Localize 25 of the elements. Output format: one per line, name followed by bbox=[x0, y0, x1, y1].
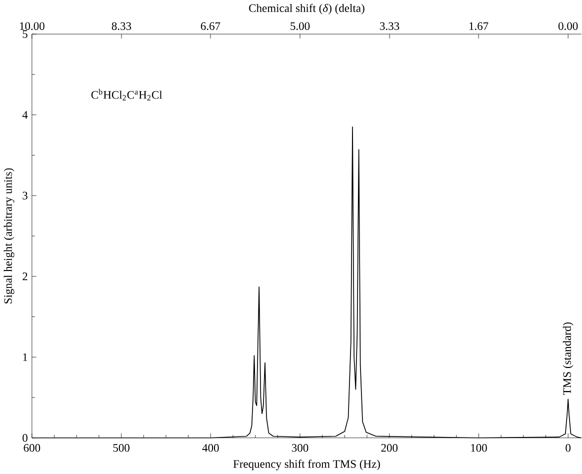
x2-tick-label: 6.67 bbox=[200, 22, 220, 30]
y-tick-label: 1 bbox=[23, 353, 28, 361]
x2-tick-label: 8.33 bbox=[112, 22, 132, 30]
y-tick-label: 3 bbox=[22, 192, 28, 200]
x2-tick-label: 3.33 bbox=[380, 22, 400, 30]
y-axis-title: Signal height (arbitrary units) bbox=[4, 168, 14, 304]
y-tick-label: 4 bbox=[22, 111, 28, 119]
x2-tick-label: 10.00 bbox=[20, 22, 44, 30]
x2-tick-label: 1.67 bbox=[470, 22, 488, 30]
y-tick-label: 2 bbox=[22, 272, 28, 280]
x-tick-label: 300 bbox=[292, 444, 308, 452]
x-tick-label: 500 bbox=[113, 444, 130, 452]
x2-axis-title: Chemical shift (δ) (delta) bbox=[249, 4, 364, 14]
y-tick-label: 5 bbox=[22, 30, 28, 38]
x2-tick-label: 5.00 bbox=[290, 22, 310, 30]
text: C$^{b}$HCl$_{2}$C$^{a}$H$_{2}$Cl bbox=[91, 88, 162, 100]
x-tick-label: 0 bbox=[566, 444, 571, 452]
x-tick-label: 100 bbox=[471, 444, 487, 452]
x-tick-label: 400 bbox=[202, 444, 219, 452]
y-tick-label: 0 bbox=[22, 434, 28, 442]
x-axis-title: Frequency shift from TMS (Hz) bbox=[233, 460, 380, 470]
annotation: TMS (standard) bbox=[562, 322, 574, 395]
x2-tick-label: 0.00 bbox=[558, 22, 578, 30]
x-tick-label: 200 bbox=[381, 444, 398, 452]
x-tick-label: 600 bbox=[24, 444, 40, 452]
